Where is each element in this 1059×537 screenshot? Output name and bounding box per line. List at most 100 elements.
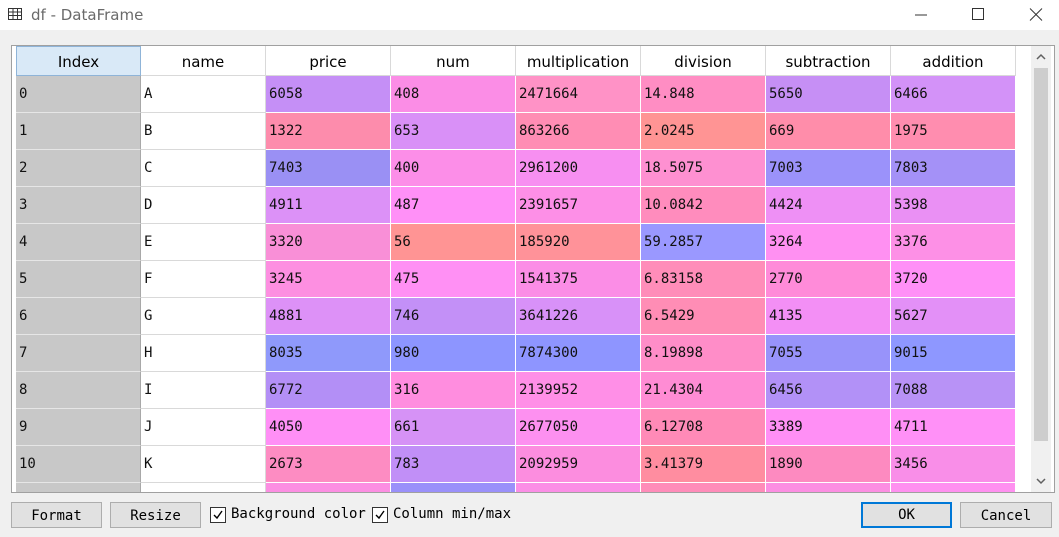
cell-name[interactable]: A [141, 76, 266, 113]
cell-num[interactable]: 487 [391, 187, 516, 224]
column-minmax-checkbox[interactable] [372, 507, 388, 523]
cell-subtraction[interactable]: 4424 [766, 187, 891, 224]
cell-name[interactable] [141, 483, 266, 492]
scroll-down-icon[interactable] [1036, 476, 1046, 486]
cell-multiplication[interactable]: 2961200 [516, 150, 641, 187]
cell-subtraction[interactable]: 7055 [766, 335, 891, 372]
scroll-up-icon[interactable] [1036, 52, 1046, 62]
cell-multiplication[interactable]: 863266 [516, 113, 641, 150]
cell-price[interactable]: 2673 [266, 446, 391, 483]
cell-subtraction[interactable] [766, 483, 891, 492]
minimize-button[interactable] [898, 0, 944, 30]
column-header-multiplication[interactable]: multiplication [516, 46, 641, 76]
cell-index[interactable]: 6 [16, 298, 141, 335]
table-row[interactable]: 4 E 3320 56 185920 59.2857 3264 3376 [16, 224, 1016, 261]
cell-division[interactable]: 2.0245 [641, 113, 766, 150]
cell-division[interactable]: 3.41379 [641, 446, 766, 483]
cell-division[interactable]: 6.5429 [641, 298, 766, 335]
cell-index[interactable]: 0 [16, 76, 141, 113]
cell-index[interactable]: 5 [16, 261, 141, 298]
cell-division[interactable]: 8.19898 [641, 335, 766, 372]
cell-subtraction[interactable]: 6456 [766, 372, 891, 409]
table-row[interactable]: 3 D 4911 487 2391657 10.0842 4424 5398 [16, 187, 1016, 224]
cell-price[interactable]: 7403 [266, 150, 391, 187]
table-row[interactable]: 10 K 2673 783 2092959 3.41379 1890 3456 [16, 446, 1016, 483]
background-color-label[interactable]: Background color [231, 506, 366, 522]
cell-addition[interactable]: 5398 [891, 187, 1016, 224]
cell-price[interactable]: 4881 [266, 298, 391, 335]
cell-price[interactable] [266, 483, 391, 492]
cell-index[interactable]: 4 [16, 224, 141, 261]
cell-addition[interactable]: 1975 [891, 113, 1016, 150]
scrollbar-thumb[interactable] [1034, 68, 1048, 441]
table-row[interactable]: 7 H 8035 980 7874300 8.19898 7055 9015 [16, 335, 1016, 372]
cell-multiplication[interactable]: 2471664 [516, 76, 641, 113]
cell-multiplication[interactable]: 2391657 [516, 187, 641, 224]
cell-num[interactable]: 783 [391, 446, 516, 483]
cell-name[interactable]: H [141, 335, 266, 372]
column-header-subtraction[interactable]: subtraction [766, 46, 891, 76]
cell-name[interactable]: D [141, 187, 266, 224]
column-header-num[interactable]: num [391, 46, 516, 76]
column-header-index[interactable]: Index [16, 46, 141, 76]
cell-subtraction[interactable]: 4135 [766, 298, 891, 335]
cell-num[interactable]: 408 [391, 76, 516, 113]
column-header-name[interactable]: name [141, 46, 266, 76]
cell-price[interactable]: 6058 [266, 76, 391, 113]
cell-addition[interactable]: 3456 [891, 446, 1016, 483]
cell-division[interactable]: 6.12708 [641, 409, 766, 446]
cell-index[interactable]: 1 [16, 113, 141, 150]
cell-multiplication[interactable]: 2677050 [516, 409, 641, 446]
table-row[interactable]: 1 B 1322 653 863266 2.0245 669 1975 [16, 113, 1016, 150]
table-row[interactable]: 9 J 4050 661 2677050 6.12708 3389 4711 [16, 409, 1016, 446]
cell-num[interactable]: 400 [391, 150, 516, 187]
cell-index[interactable] [16, 483, 141, 492]
cell-price[interactable]: 4050 [266, 409, 391, 446]
cell-addition[interactable]: 6466 [891, 76, 1016, 113]
column-header-addition[interactable]: addition [891, 46, 1016, 76]
cell-division[interactable]: 21.4304 [641, 372, 766, 409]
table-row[interactable]: 2 C 7403 400 2961200 18.5075 7003 7803 [16, 150, 1016, 187]
cell-multiplication[interactable]: 7874300 [516, 335, 641, 372]
cell-subtraction[interactable]: 5650 [766, 76, 891, 113]
cell-num[interactable] [391, 483, 516, 492]
maximize-button[interactable] [955, 0, 1001, 30]
cell-index[interactable]: 8 [16, 372, 141, 409]
table-row[interactable]: 6 G 4881 746 3641226 6.5429 4135 5627 [16, 298, 1016, 335]
cell-multiplication[interactable]: 3641226 [516, 298, 641, 335]
ok-button[interactable]: OK [861, 502, 952, 528]
cell-name[interactable]: B [141, 113, 266, 150]
cell-price[interactable]: 3245 [266, 261, 391, 298]
cell-division[interactable]: 10.0842 [641, 187, 766, 224]
cell-price[interactable]: 1322 [266, 113, 391, 150]
cell-multiplication[interactable]: 2139952 [516, 372, 641, 409]
cell-addition[interactable]: 4711 [891, 409, 1016, 446]
cell-price[interactable]: 3320 [266, 224, 391, 261]
resize-button[interactable]: Resize [110, 502, 201, 528]
table-row[interactable] [16, 483, 1016, 492]
column-minmax-label[interactable]: Column min/max [393, 506, 512, 522]
cell-division[interactable]: 59.2857 [641, 224, 766, 261]
cancel-button[interactable]: Cancel [960, 502, 1052, 528]
table-row[interactable]: 5 F 3245 475 1541375 6.83158 2770 3720 [16, 261, 1016, 298]
cell-name[interactable]: F [141, 261, 266, 298]
table-row[interactable]: 0 A 6058 408 2471664 14.848 5650 6466 [16, 76, 1016, 113]
cell-name[interactable]: G [141, 298, 266, 335]
cell-addition[interactable] [891, 483, 1016, 492]
cell-subtraction[interactable]: 3264 [766, 224, 891, 261]
cell-division[interactable]: 14.848 [641, 76, 766, 113]
cell-name[interactable]: I [141, 372, 266, 409]
cell-division[interactable] [641, 483, 766, 492]
cell-name[interactable]: K [141, 446, 266, 483]
cell-index[interactable]: 7 [16, 335, 141, 372]
cell-addition[interactable]: 7803 [891, 150, 1016, 187]
cell-name[interactable]: C [141, 150, 266, 187]
cell-addition[interactable]: 3376 [891, 224, 1016, 261]
cell-multiplication[interactable]: 1541375 [516, 261, 641, 298]
cell-num[interactable]: 56 [391, 224, 516, 261]
column-header-price[interactable]: price [266, 46, 391, 76]
cell-num[interactable]: 316 [391, 372, 516, 409]
cell-name[interactable]: E [141, 224, 266, 261]
cell-addition[interactable]: 3720 [891, 261, 1016, 298]
cell-num[interactable]: 653 [391, 113, 516, 150]
